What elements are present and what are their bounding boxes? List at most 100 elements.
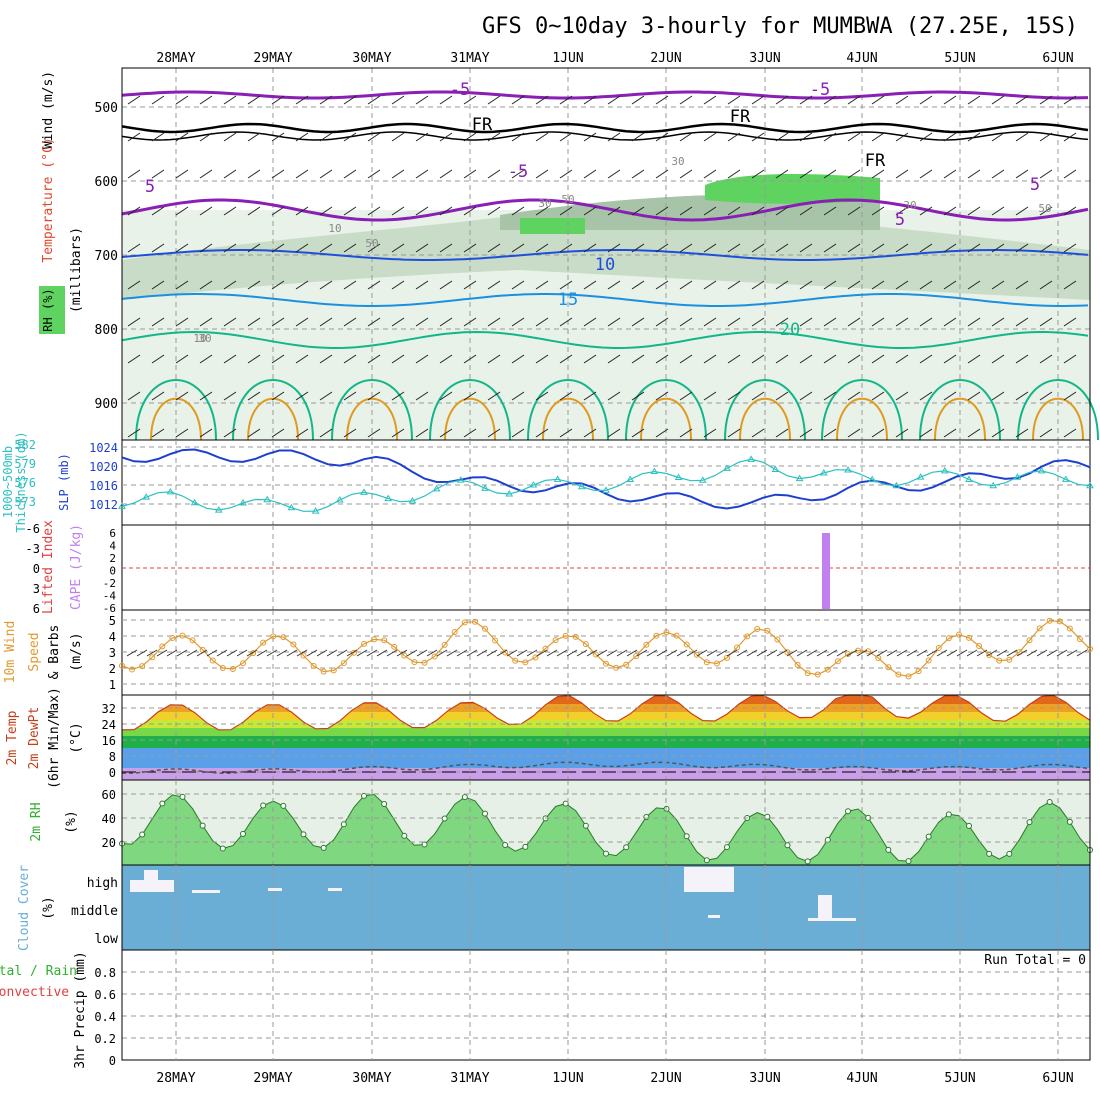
temp-contour-lobe-warm	[640, 397, 692, 441]
wind-barb	[367, 354, 381, 364]
wind-barb	[727, 280, 741, 290]
wind-barb	[823, 132, 837, 142]
rh2m-marker	[522, 843, 529, 850]
temp-contour-lobe	[625, 379, 707, 441]
wind10-barb	[366, 649, 378, 657]
wind10-speed-marker	[209, 657, 216, 664]
wind-barb	[127, 169, 141, 179]
wind-barb	[631, 169, 645, 179]
wind-barb	[1015, 280, 1029, 290]
wind-barb	[223, 243, 237, 253]
wind-barb	[223, 95, 237, 105]
wind-barb	[1039, 206, 1053, 216]
wind-barb	[151, 280, 165, 290]
wind-barb	[367, 391, 381, 401]
wind10-barb	[296, 649, 308, 657]
wind-barb	[319, 95, 333, 105]
wind-barb	[679, 428, 693, 438]
wind-barb	[1063, 132, 1077, 142]
temp-contour-lobe-warm	[934, 397, 986, 441]
thickness-marker	[505, 490, 514, 497]
wind10-speed-marker	[744, 633, 751, 640]
rh2m-marker	[421, 841, 428, 848]
wind-barb	[727, 206, 741, 216]
date-label-top: 30MAY	[352, 51, 391, 66]
wind-barb	[823, 280, 837, 290]
wind10-speed-marker	[713, 660, 720, 667]
rh2m-marker	[562, 800, 569, 807]
wind-barb	[991, 206, 1005, 216]
thickness-marker	[529, 481, 538, 488]
cloud-block	[818, 895, 832, 918]
wind-barb	[967, 391, 981, 401]
wind10-barb	[196, 649, 208, 657]
wind-barb	[463, 243, 477, 253]
ylabel-wind: Wind (m/s)	[41, 71, 56, 149]
wind-barb	[271, 391, 285, 401]
thickness-marker	[287, 503, 296, 511]
wind-barb	[439, 354, 453, 364]
wind-barb	[799, 206, 813, 216]
date-label-bottom: 6JUN	[1042, 1071, 1073, 1086]
wind-barb	[271, 95, 285, 105]
wind10-barb	[836, 649, 848, 657]
wind10-barb	[906, 649, 918, 657]
wind10-speed-marker	[300, 652, 307, 659]
wind-barb	[415, 317, 429, 327]
wind-barb	[559, 280, 573, 290]
rh2m-marker	[199, 822, 206, 829]
wind10-barb	[346, 649, 358, 657]
rh2m-marker	[139, 831, 146, 838]
ylabel-slp: SLP (mb)	[57, 453, 71, 511]
wind-barb	[967, 95, 981, 105]
wind-barb	[151, 428, 165, 438]
wind-barb	[583, 95, 597, 105]
rh2m-ytick: 60	[102, 788, 116, 802]
wind10-barb	[556, 649, 568, 657]
thickness-marker	[674, 473, 683, 481]
wind-barb	[487, 95, 501, 105]
wind-barb	[415, 132, 429, 142]
wind10-speed-marker	[320, 668, 327, 675]
wind-barb	[511, 391, 525, 401]
wind10-speed-marker	[824, 666, 831, 673]
lifted-index-ytick: -3	[26, 542, 40, 556]
wind-barb	[583, 428, 597, 438]
wind-barb	[775, 243, 789, 253]
wind-barb	[895, 317, 909, 327]
wind-barb	[919, 280, 933, 290]
wind-barb	[223, 317, 237, 327]
wind-barb	[919, 132, 933, 142]
wind-barb	[799, 169, 813, 179]
wind10-speed-marker	[482, 625, 488, 632]
thickness-marker	[940, 466, 949, 474]
wind-barb	[655, 206, 669, 216]
wind10-barb	[916, 649, 928, 657]
wind-barb	[847, 243, 861, 253]
wind10-barb	[656, 649, 668, 657]
wind10-barb	[1076, 649, 1088, 657]
wind-barb	[415, 243, 429, 253]
wind-barb	[223, 428, 237, 438]
wind10-barb	[776, 649, 788, 657]
wind-barb	[127, 391, 141, 401]
wind-barb	[1063, 391, 1077, 401]
wind-barb	[271, 243, 285, 253]
date-label-top: 31MAY	[450, 51, 489, 66]
wind-barb	[199, 95, 213, 105]
wind-barb	[439, 428, 453, 438]
wind10-speed-marker	[361, 640, 367, 647]
rh2m-marker	[260, 802, 267, 809]
wind-barb	[727, 243, 741, 253]
wind10-speed-marker	[159, 643, 166, 650]
wind-barb	[535, 206, 549, 216]
wind-barb	[679, 317, 693, 327]
wind10-barb	[806, 649, 818, 657]
wind-barb	[463, 169, 477, 179]
wind-barb	[583, 206, 597, 216]
slp-ytick: 1012	[89, 498, 118, 512]
wind-barb	[487, 428, 501, 438]
wind-barb	[391, 206, 405, 216]
lifted-index-ytick: 6	[33, 602, 40, 616]
